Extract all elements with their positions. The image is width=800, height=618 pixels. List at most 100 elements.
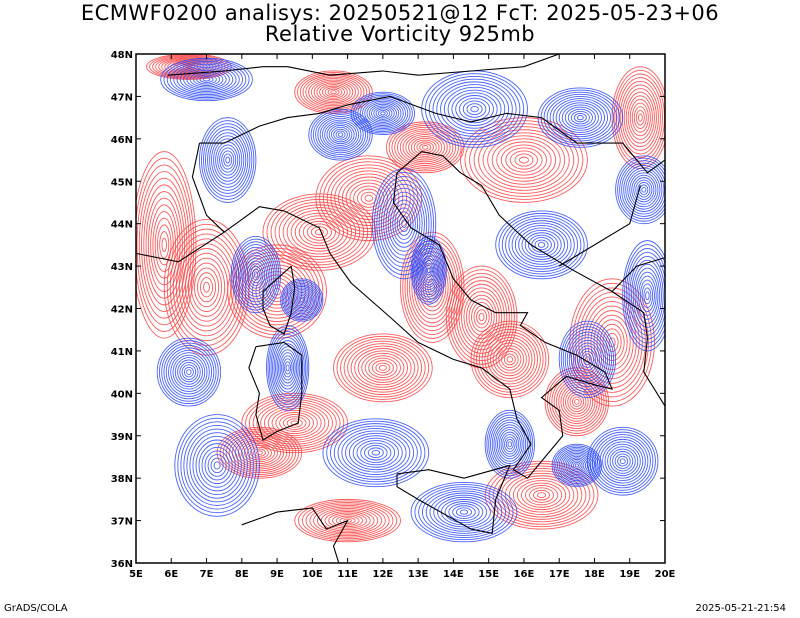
positive-vorticity-contour: [508, 475, 575, 515]
positive-vorticity-contour: [299, 73, 368, 111]
positive-vorticity-contour: [314, 228, 324, 236]
negative-vorticity-contour: [444, 501, 484, 524]
negative-vorticity-contour: [275, 343, 301, 393]
positive-vorticity-contour: [322, 161, 415, 236]
negative-vorticity-contour: [638, 275, 657, 316]
negative-vorticity-contour: [356, 440, 396, 466]
positive-vorticity-contour: [136, 164, 192, 326]
negative-vorticity-contour: [428, 75, 521, 143]
negative-vorticity-contour: [498, 429, 521, 460]
negative-vorticity-contour: [348, 435, 403, 471]
negative-vorticity-contour: [425, 265, 432, 276]
negative-vorticity-contour: [281, 355, 295, 381]
negative-vorticity-contour: [355, 94, 411, 133]
coastline-segment: [611, 257, 665, 292]
negative-vorticity-contour: [604, 443, 641, 479]
negative-vorticity-contour: [236, 244, 276, 306]
negative-vorticity-contour: [555, 100, 605, 136]
negative-vorticity-contour: [549, 95, 612, 140]
positive-vorticity-contour: [458, 283, 505, 351]
negative-vorticity-contour: [562, 326, 613, 393]
negative-vorticity-contour: [296, 295, 307, 306]
positive-vorticity-contour: [391, 125, 459, 170]
negative-vorticity-contour: [396, 211, 412, 236]
negative-vorticity-contour: [491, 419, 528, 469]
positive-vorticity-contour: [399, 130, 451, 165]
positive-vorticity-contour: [336, 335, 430, 400]
positive-vorticity-contour: [305, 76, 362, 108]
negative-vorticity-contour: [641, 186, 647, 193]
negative-vorticity-contour: [223, 153, 233, 167]
positive-vorticity-contour: [421, 145, 429, 150]
negative-vorticity-contour: [192, 435, 242, 495]
negative-vorticity-contour: [569, 458, 585, 472]
positive-vorticity-contour: [455, 280, 508, 354]
negative-vorticity-contour: [501, 215, 582, 275]
negative-vorticity-contour: [524, 232, 559, 258]
negative-vorticity-contour: [217, 144, 239, 176]
negative-vorticity-contour: [282, 358, 293, 378]
negative-vorticity-contour: [578, 348, 596, 371]
positive-vorticity-contour: [324, 511, 371, 531]
negative-vorticity-contour: [497, 426, 523, 462]
positive-vorticity-contour: [487, 337, 533, 382]
positive-vorticity-contour: [501, 350, 519, 369]
positive-vorticity-contour: [514, 153, 534, 167]
negative-vorticity-contour: [621, 162, 665, 217]
positive-vorticity-contour: [489, 339, 530, 379]
positive-vorticity-contour: [313, 506, 383, 535]
positive-vorticity-contour: [332, 514, 364, 528]
positive-vorticity-contour: [524, 484, 559, 506]
positive-vorticity-contour: [533, 489, 551, 501]
positive-vorticity-contour: [635, 109, 645, 126]
positive-vorticity-contour: [496, 468, 587, 523]
positive-vorticity-contour: [159, 231, 170, 259]
negative-vorticity-contour: [629, 172, 659, 208]
positive-vorticity-contour: [360, 191, 377, 205]
negative-vorticity-contour: [371, 449, 381, 456]
negative-vorticity-contour: [455, 95, 494, 124]
negative-vorticity-contour: [317, 115, 364, 154]
negative-vorticity-contour: [335, 130, 346, 139]
positive-vorticity-contour: [406, 243, 458, 332]
positive-vorticity-contour: [347, 343, 419, 393]
negative-vorticity-contour: [308, 108, 373, 161]
negative-vorticity-contour: [201, 120, 255, 200]
positive-vorticity-contour: [143, 184, 186, 306]
negative-vorticity-contour: [192, 72, 221, 86]
positive-vorticity-contour: [394, 126, 457, 168]
positive-vorticity-contour: [138, 171, 190, 319]
positive-vorticity-contour: [294, 498, 401, 543]
negative-vorticity-contour: [564, 328, 611, 390]
positive-vorticity-contour: [496, 141, 552, 179]
positive-vorticity-contour: [340, 338, 426, 398]
negative-vorticity-contour: [280, 278, 324, 322]
positive-vorticity-contour: [197, 272, 217, 303]
positive-vorticity-contour: [298, 218, 340, 247]
software-credit: GrADS/COLA: [4, 603, 68, 614]
negative-vorticity-contour: [273, 340, 302, 396]
negative-vorticity-contour: [639, 279, 655, 312]
negative-vorticity-contour: [312, 112, 369, 157]
negative-vorticity-contour: [410, 235, 447, 305]
axis-ticks: 5E 6E 7E 8E 9E 10E 11E 12E 13E 14E 15E 16E 17E 18E 19E…: [111, 50, 676, 580]
negative-vorticity-contour: [201, 446, 233, 485]
positive-vorticity-contour: [408, 135, 443, 159]
negative-vorticity-contour: [324, 121, 357, 148]
positive-vorticity-contour: [562, 386, 591, 417]
positive-vorticity-contour: [460, 117, 588, 203]
positive-vorticity-contour: [503, 353, 516, 366]
negative-vorticity-contour: [189, 432, 245, 499]
positive-vorticity-contour: [378, 365, 387, 371]
negative-vorticity-contour: [495, 210, 588, 280]
negative-vorticity-contour: [419, 252, 438, 288]
negative-vorticity-contour: [198, 443, 236, 488]
positive-vorticity-contour: [298, 500, 398, 541]
negative-vorticity-contour: [458, 97, 491, 121]
negative-vorticity-contour: [571, 460, 583, 471]
negative-vorticity-contour: [558, 102, 602, 133]
negative-vorticity-contour: [163, 345, 215, 400]
lat-tick-label: 39N: [111, 432, 133, 443]
negative-vorticity-contour: [341, 430, 411, 475]
positive-vorticity-contour: [368, 357, 398, 379]
